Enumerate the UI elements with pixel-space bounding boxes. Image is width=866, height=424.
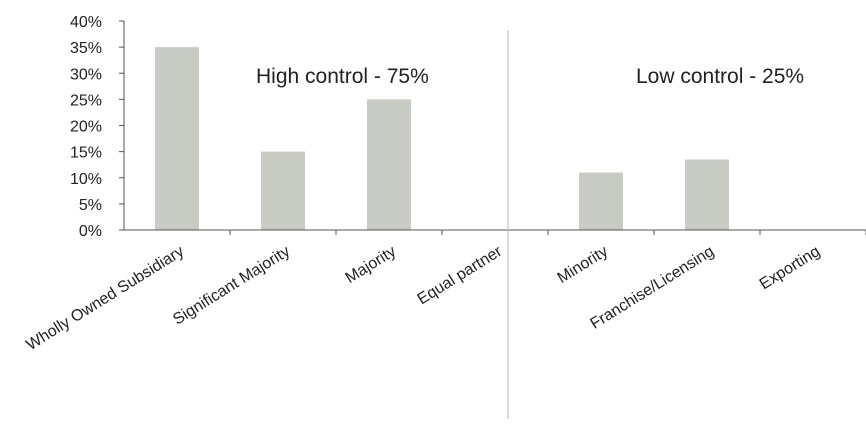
y-axis-ticks: 0% 5% 10% 15% 20% 25% 30% 35% 40% bbox=[70, 14, 124, 240]
x-category-label: Significant Majority bbox=[170, 243, 293, 329]
bar bbox=[579, 172, 623, 230]
bar bbox=[685, 159, 729, 230]
y-tick-label: 35% bbox=[70, 40, 102, 57]
annotation-high-control: High control - 75% bbox=[256, 65, 429, 88]
y-tick-label: 5% bbox=[79, 197, 102, 214]
x-category-label: Minority bbox=[555, 243, 612, 287]
y-tick-label: 30% bbox=[70, 66, 102, 83]
bars bbox=[155, 47, 729, 230]
y-tick-label: 20% bbox=[70, 119, 102, 136]
bar bbox=[367, 99, 411, 230]
annotation-low-control: Low control - 25% bbox=[636, 65, 804, 88]
x-category-label: Exporting bbox=[757, 243, 823, 293]
bar bbox=[261, 151, 305, 230]
x-category-label: Wholly Owned Subsidiary bbox=[24, 243, 188, 354]
y-tick-label: 40% bbox=[70, 14, 102, 31]
y-tick-label: 15% bbox=[70, 145, 102, 162]
y-tick-label: 25% bbox=[70, 92, 102, 109]
bar bbox=[155, 47, 199, 230]
y-tick-label: 0% bbox=[79, 223, 102, 240]
x-category-label: Majority bbox=[343, 243, 400, 287]
x-category-label: Equal partner bbox=[415, 243, 506, 309]
y-tick-label: 10% bbox=[70, 171, 102, 188]
